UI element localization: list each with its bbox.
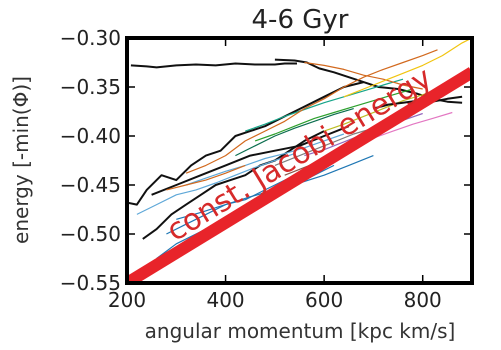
y-tick-label: −0.35 [60,75,121,99]
jacobi-energy-line [127,67,472,283]
x-axis-label: angular momentum [kpc km/s] [145,319,456,343]
series-line-10 [185,133,345,186]
series-line-11 [254,88,414,142]
y-tick-label: −0.50 [60,222,121,246]
y-tick-label: −0.55 [60,271,121,295]
y-tick-label: −0.45 [60,173,121,197]
chart-title: 4-6 Gyr [252,5,349,35]
x-tick-label: 200 [108,288,146,312]
series-line-5 [151,125,350,196]
series-group [127,38,472,259]
series-line-1 [130,62,297,69]
x-tick-label: 400 [206,288,244,312]
series-line-4 [142,130,325,240]
series-line-15 [304,61,423,90]
series-line-14 [185,49,438,174]
series-line-3 [127,81,364,206]
series-line-13 [235,108,354,157]
series-line-16 [166,164,246,191]
x-tick-label: 800 [404,288,442,312]
x-axis-ticks: 200 400 600 800 [108,38,442,312]
series-line-12 [245,78,404,132]
y-tick-label: −0.30 [60,26,121,50]
series-line-17 [343,38,472,98]
y-tick-label: −0.40 [60,124,121,148]
series-line-9 [136,153,295,215]
plot-frame [125,36,474,285]
jacobi-energy-annotation: const. Jacobi energy [161,60,439,248]
x-tick-label: 600 [305,288,343,312]
y-axis-ticks: −0.55 −0.50 −0.45 −0.40 −0.35 −0.30 [60,26,472,295]
y-axis-label: energy [-min(Φ)] [9,76,33,244]
